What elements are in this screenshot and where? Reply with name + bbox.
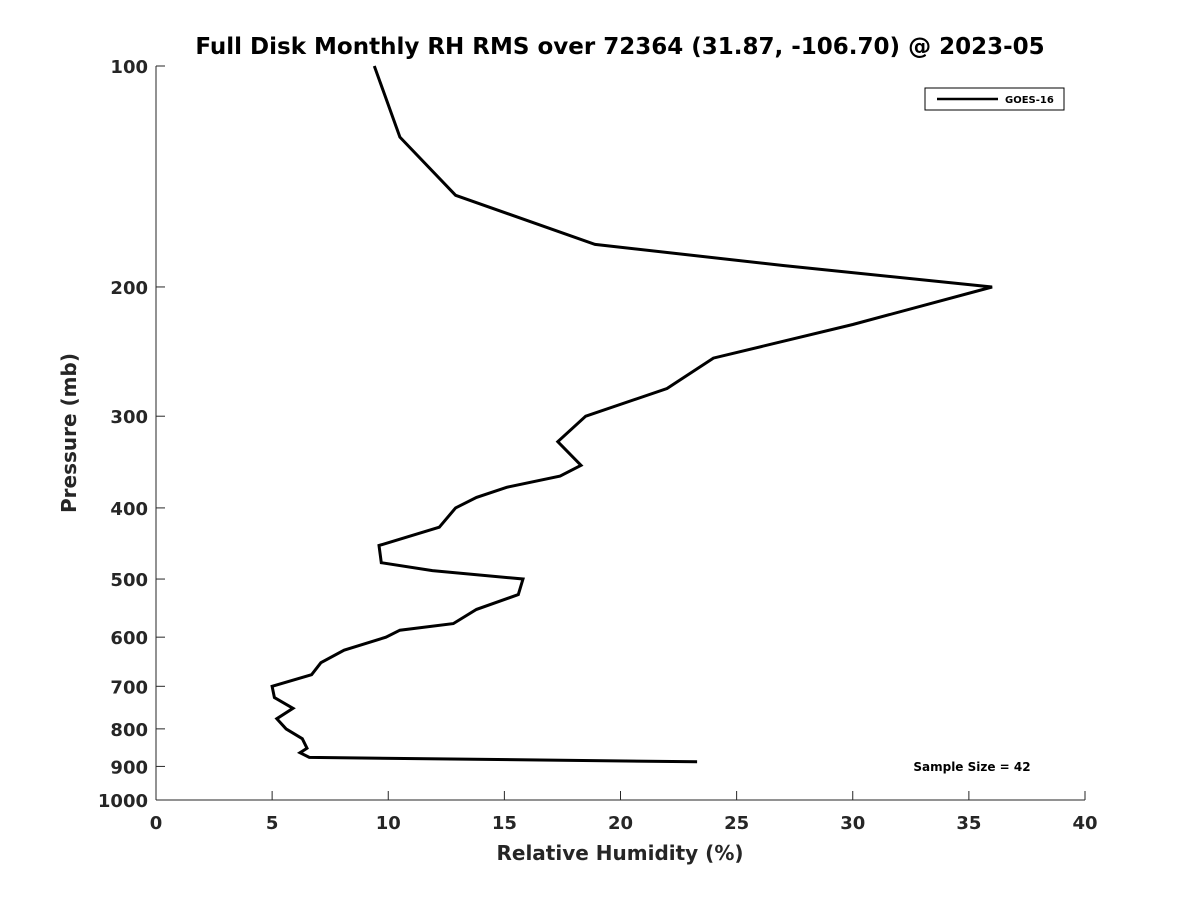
x-tick-label: 0 <box>150 813 163 834</box>
axes <box>155 66 1085 801</box>
y-tick-label: 400 <box>110 499 148 520</box>
x-tick-label: 15 <box>492 813 517 834</box>
x-tick-label: 25 <box>724 813 749 834</box>
y-tick-label: 1000 <box>98 791 148 812</box>
y-tick-label: 300 <box>110 407 148 428</box>
y-tick-label: 700 <box>110 677 148 698</box>
legend-label: GOES-16 <box>1005 95 1054 106</box>
y-tick-label: 200 <box>110 278 148 299</box>
y-axis-label: Pressure (mb) <box>57 353 81 513</box>
y-tick-label: 900 <box>110 757 148 778</box>
x-tick-label: 30 <box>840 813 865 834</box>
x-tick-label: 40 <box>1072 813 1097 834</box>
x-axis-ticks: 0 5 10 15 20 25 30 35 40 <box>150 791 1098 834</box>
y-tick-label: 800 <box>110 720 148 741</box>
series-layer <box>270 65 993 764</box>
series-line-goes-16 <box>270 65 993 764</box>
y-tick-label: 600 <box>110 628 148 649</box>
x-axis-label: Relative Humidity (%) <box>496 841 743 865</box>
x-tick-label: 5 <box>266 813 279 834</box>
legend: GOES-16 <box>924 87 1065 111</box>
y-tick-label: 100 <box>110 57 148 78</box>
y-axis-ticks: 100 200 300 400 500 600 700 800 900 1000 <box>98 57 165 812</box>
x-tick-label: 35 <box>956 813 981 834</box>
chart-title: Full Disk Monthly RH RMS over 72364 (31.… <box>195 34 1044 60</box>
x-tick-label: 20 <box>608 813 633 834</box>
x-tick-label: 10 <box>376 813 401 834</box>
sample-size-annotation: Sample Size = 42 <box>913 760 1030 774</box>
y-tick-label: 500 <box>110 570 148 591</box>
